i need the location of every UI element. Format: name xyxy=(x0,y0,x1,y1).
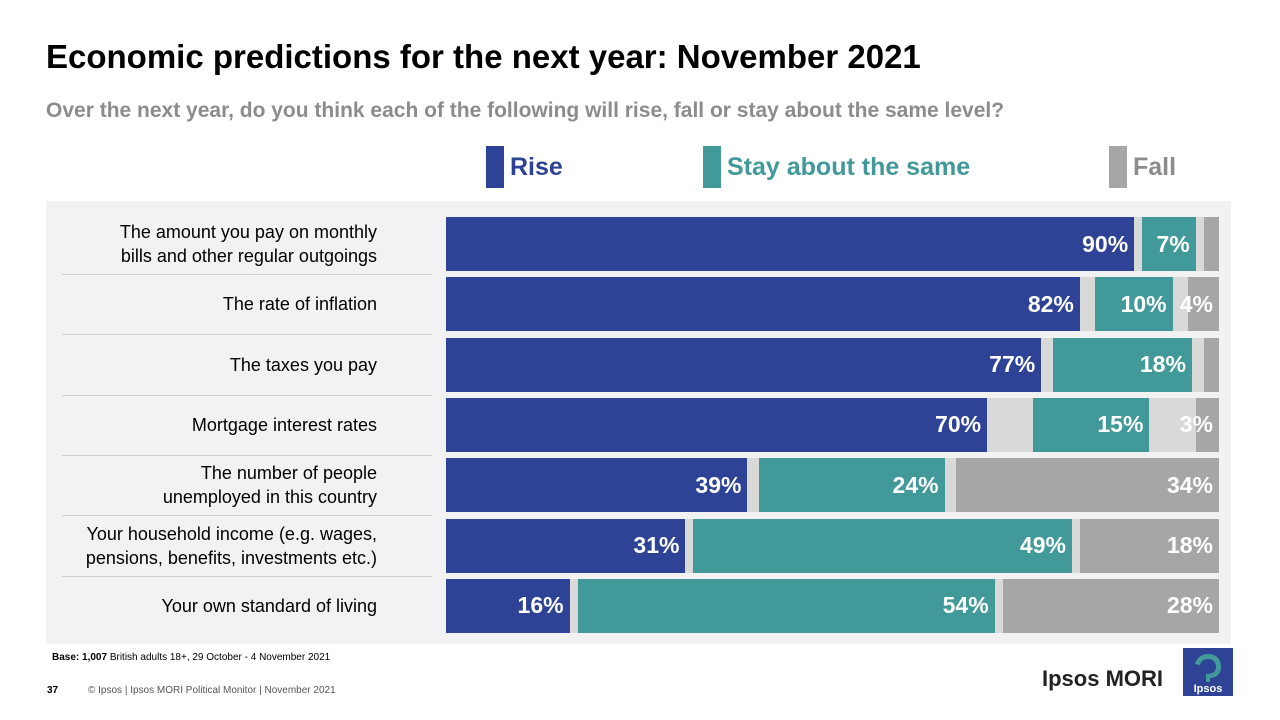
row-label-line: Mortgage interest rates xyxy=(191,414,377,435)
legend-same: Stay about the same xyxy=(703,146,970,188)
legend-same-swatch xyxy=(703,146,721,188)
row-label-6: Your own standard of living xyxy=(0,579,377,633)
bar-fall-6: 28% xyxy=(1002,578,1219,633)
data-label: 82% xyxy=(1027,290,1074,317)
data-label: 70% xyxy=(935,411,982,438)
row-label-text-0: The amount you pay on monthly bills and o… xyxy=(120,220,377,268)
row-label-line: Your own standard of living xyxy=(161,595,377,616)
data-label: 49% xyxy=(1019,532,1066,558)
bar-fall-1: 4% xyxy=(1180,277,1219,332)
row-label-text-6: Your own standard of living xyxy=(162,594,377,618)
row-label-text-2: The taxes you pay xyxy=(230,353,377,377)
bar-fall-0 xyxy=(1203,217,1219,271)
legend-rise-label: Rise xyxy=(510,152,563,181)
legend-rise-swatch xyxy=(486,146,504,188)
row-label-text-4: The number of people unemployed in this c… xyxy=(163,461,377,509)
row-label-line: The rate of inflation xyxy=(222,294,377,315)
row-label-2: The taxes you pay xyxy=(0,338,377,392)
data-label: 18% xyxy=(1139,351,1186,378)
ipsos-logo-icon: Ipsos xyxy=(1183,648,1233,696)
row-label-text-1: The rate of inflation xyxy=(223,292,377,316)
row-separator xyxy=(62,274,432,275)
bar-rise-3: 70% xyxy=(446,397,988,452)
legend-rise: Rise xyxy=(486,146,563,188)
legend-fall-label: Fall xyxy=(1133,152,1177,181)
page-number: 37 xyxy=(47,685,59,696)
bar-same-3: 15% xyxy=(1033,397,1150,452)
bar-same-1: 10% xyxy=(1095,277,1173,332)
row-separator xyxy=(62,334,432,336)
logo-text: Ipsos xyxy=(1194,683,1223,695)
row-separator xyxy=(62,454,432,456)
base-note-bold: Base: 1,007 xyxy=(52,652,108,663)
chart-panel: The amount you pay on monthly bills and o… xyxy=(46,201,1231,644)
data-label: 77% xyxy=(989,351,1036,378)
legend-fall: Fall xyxy=(1109,146,1176,188)
data-label: 4% xyxy=(1179,290,1213,317)
bar-rise-5: 31% xyxy=(446,518,686,573)
data-label: 15% xyxy=(1097,411,1144,438)
data-label: 24% xyxy=(892,471,939,498)
legend-same-label: Stay about the same xyxy=(727,152,971,181)
bar-rise-6: 16% xyxy=(446,578,570,633)
page-subtitle: Over the next year, do you think each of… xyxy=(46,99,1005,122)
row-label-line: The amount you pay on monthly xyxy=(119,222,377,242)
row-separator xyxy=(62,515,432,517)
bar-fall-3: 3% xyxy=(1180,397,1219,452)
bar-fall-4: 34% xyxy=(956,458,1219,513)
bar-same-0: 7% xyxy=(1142,217,1196,271)
data-label: 39% xyxy=(695,471,742,498)
bar-same-4: 24% xyxy=(759,458,945,513)
row-label-line: unemployed in this country xyxy=(162,487,377,508)
row-label-5: Your household income (e.g. wages, pensio… xyxy=(0,519,377,573)
bar-rise-0: 90% xyxy=(446,217,1135,271)
row-label-text-5: Your household income (e.g. wages, pensio… xyxy=(86,522,377,570)
row-label-4: The number of people unemployed in this c… xyxy=(0,458,377,512)
data-label: 34% xyxy=(1166,471,1213,498)
bar-rise-2: 77% xyxy=(446,337,1042,392)
row-separator xyxy=(62,394,432,396)
data-label: 7% xyxy=(1156,230,1190,257)
data-label: 90% xyxy=(1082,230,1129,257)
legend-fall-swatch xyxy=(1109,146,1127,188)
base-note-text: British adults 18+, 29 October - 4 Novem… xyxy=(107,652,331,663)
bar-rise-4: 39% xyxy=(446,458,748,513)
data-label: 10% xyxy=(1120,290,1167,317)
copyright-text: © Ipsos | Ipsos MORI Political Monitor |… xyxy=(88,685,336,696)
bar-fall-5: 18% xyxy=(1079,518,1219,573)
row-label-1: The rate of inflation xyxy=(0,277,377,331)
page-title: Economic predictions for the next year: … xyxy=(46,38,921,75)
data-label: 18% xyxy=(1166,532,1213,558)
data-label: 16% xyxy=(517,592,564,619)
data-label: 28% xyxy=(1166,592,1213,619)
row-label-line: bills and other regular outgoings xyxy=(120,246,377,266)
data-label: 54% xyxy=(942,592,989,619)
bar-same-2: 18% xyxy=(1052,337,1192,392)
bar-same-5: 49% xyxy=(693,518,1072,573)
bar-rise-1: 82% xyxy=(446,277,1080,332)
row-label-line: pensions, benefits, investments etc.) xyxy=(85,547,377,568)
row-label-line: The taxes you pay xyxy=(229,354,377,375)
row-label-0: The amount you pay on monthly bills and o… xyxy=(0,217,377,271)
row-label-3: Mortgage interest rates xyxy=(0,398,377,452)
bar-same-6: 54% xyxy=(577,578,995,633)
data-label: 3% xyxy=(1179,411,1213,438)
row-label-text-3: Mortgage interest rates xyxy=(192,413,377,437)
base-note: Base: 1,007 British adults 18+, 29 Octob… xyxy=(52,652,330,663)
brand-name: Ipsos MORI xyxy=(1042,666,1164,691)
row-label-line: The number of people xyxy=(200,463,377,484)
data-label: 31% xyxy=(633,532,680,558)
row-label-line: Your household income (e.g. wages, xyxy=(86,523,377,544)
bar-fall-2 xyxy=(1203,337,1219,392)
row-separator xyxy=(62,575,432,577)
